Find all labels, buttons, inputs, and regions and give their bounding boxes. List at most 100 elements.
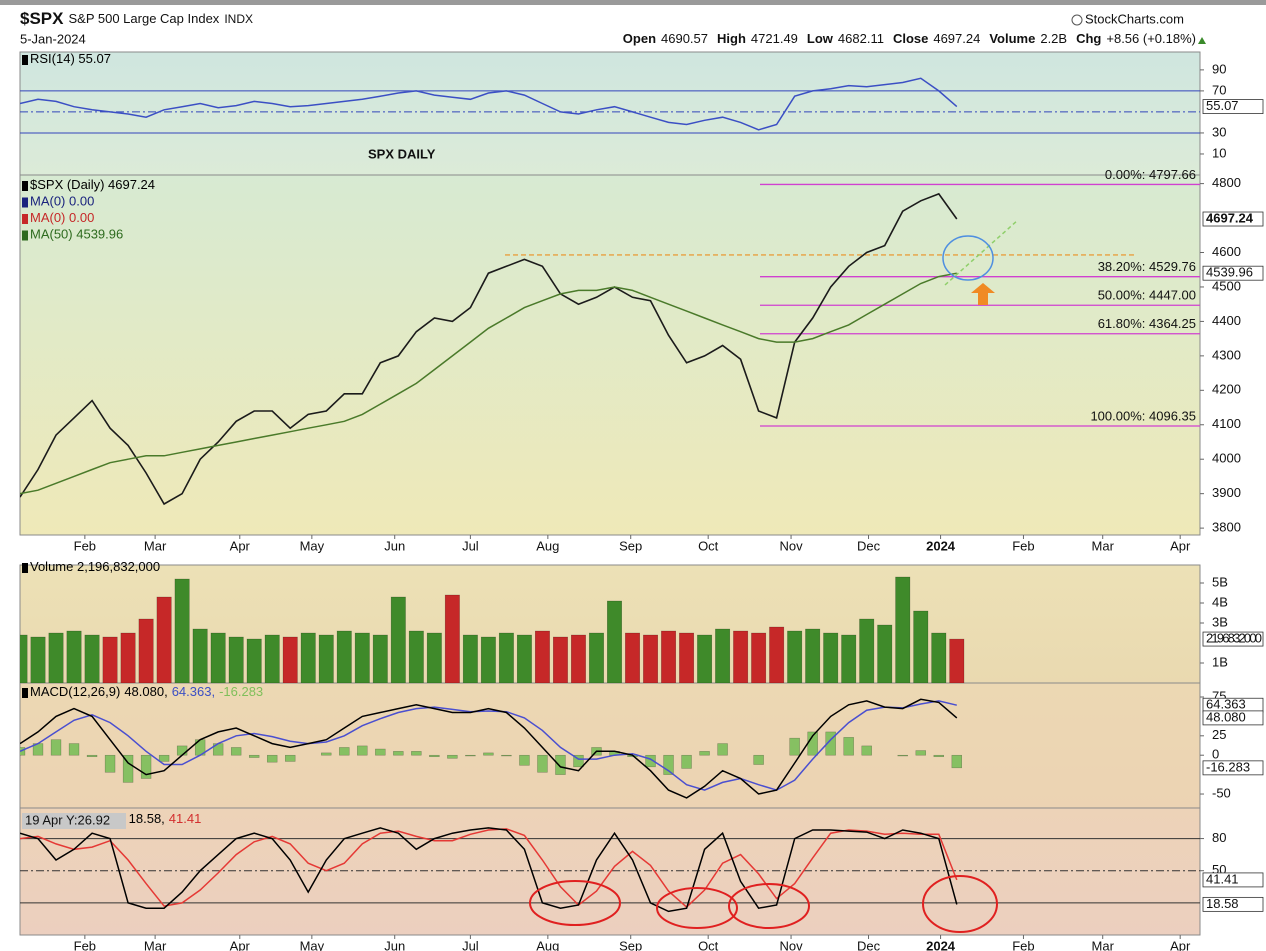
fib-label: 38.20%: 4529.76	[1098, 259, 1196, 274]
x-tick-label: May	[300, 538, 325, 553]
bar	[354, 632, 370, 683]
x-tick-label: Mar	[1092, 938, 1115, 951]
value-box-label: 18.58	[1206, 896, 1239, 911]
x-tick-label: Dec	[857, 938, 881, 951]
bar	[553, 636, 568, 683]
bar	[429, 754, 440, 758]
legend-part: 48.080,	[124, 684, 167, 699]
legend-entry: MACD(12,26,9) 48.080, 64.363, -16.283	[30, 684, 263, 699]
series-line	[20, 828, 958, 909]
bar	[681, 754, 692, 769]
x-tick-label: Nov	[779, 938, 803, 951]
value-box-label: -16.283	[1206, 759, 1250, 774]
bar	[372, 634, 388, 683]
value-box-label: 41.41	[1206, 871, 1239, 886]
logo-icon	[1071, 14, 1083, 26]
legend-part: 18.58,	[129, 811, 165, 826]
plot-layer	[20, 698, 962, 799]
legend-swatch	[22, 688, 28, 698]
x-tick-label: Apr	[1170, 938, 1191, 951]
quote-value: 2.2B	[1040, 31, 1067, 46]
bar	[282, 636, 298, 683]
x-tick-label: Feb	[74, 938, 96, 951]
bar	[426, 632, 442, 683]
value-box	[1202, 631, 1264, 647]
quote-label: Open	[623, 31, 656, 46]
x-tick-label: Aug	[536, 938, 559, 951]
bar	[589, 632, 604, 683]
y-tick-label: 4400	[1212, 313, 1241, 328]
bar	[859, 618, 875, 683]
bar	[230, 747, 242, 756]
legend-swatch	[22, 197, 28, 208]
x-tick-label: May	[300, 938, 325, 951]
date: 5-Jan-2024	[20, 31, 86, 46]
plot-layer	[20, 576, 965, 683]
x-tick-label: Apr	[230, 938, 251, 951]
value-box	[1202, 760, 1264, 776]
bar	[318, 634, 334, 683]
price-panel	[20, 175, 1200, 535]
bar	[480, 636, 496, 683]
y-tick-label: 3800	[1212, 520, 1241, 535]
bar	[825, 731, 836, 756]
legend-entry: $SPX (Daily) 4697.24	[30, 177, 155, 192]
y-tick-label: 80	[1212, 830, 1226, 845]
value-box-label: 48.080	[1206, 709, 1246, 724]
value-box-label: 4539.96	[1206, 265, 1253, 280]
bar	[697, 634, 713, 683]
y-tick-label: 10	[1212, 145, 1226, 160]
bar	[897, 754, 908, 757]
legend-entry: RSI(14) 55.07	[30, 51, 111, 66]
x-tick-label: Mar	[144, 938, 167, 951]
bar	[267, 754, 278, 763]
header-line: $SPX S&P 500 Large Cap Index INDX	[20, 9, 253, 28]
bar	[516, 634, 532, 683]
quote-label: Volume	[989, 31, 1035, 46]
y-tick-label: -50	[1212, 785, 1231, 800]
bar	[248, 754, 260, 758]
y-tick-label: 3B	[1212, 614, 1228, 629]
bar	[156, 596, 172, 683]
value-box	[1202, 265, 1264, 281]
y-tick-label: 1B	[1212, 654, 1228, 669]
legend-swatch	[22, 214, 28, 224]
bar	[534, 630, 550, 683]
top-bar	[0, 0, 1266, 5]
bar	[501, 754, 512, 757]
bar	[462, 634, 478, 683]
bar	[48, 632, 64, 683]
red-circle	[728, 883, 810, 929]
value-box-label: 64.363	[1206, 697, 1246, 712]
legend-swatch	[22, 563, 28, 573]
bar	[787, 630, 803, 683]
legend-part: 64.363,	[172, 684, 215, 699]
y-tick-label: 70	[1212, 82, 1226, 97]
bar	[789, 737, 800, 756]
bar	[447, 754, 458, 759]
y-tick-label: 4000	[1212, 451, 1241, 466]
plot-layer	[20, 183, 1200, 506]
bar	[140, 754, 152, 779]
fib-label: 61.80%: 4364.25	[1098, 316, 1196, 331]
rsi-panel	[20, 52, 1200, 175]
y-tick-label: 4500	[1212, 278, 1241, 293]
y-tick-label: 30	[1212, 124, 1226, 139]
annotation: SPX DAILY	[368, 146, 436, 161]
value-box	[1202, 872, 1264, 888]
legend-part: MA(0) 0.00	[30, 210, 94, 225]
bar	[20, 747, 26, 756]
x-tick-label: 2024	[926, 538, 956, 553]
blue-circle	[942, 235, 994, 281]
red-circle	[656, 887, 738, 929]
red-circle	[922, 875, 998, 933]
bar	[625, 632, 640, 683]
bar	[411, 751, 422, 756]
x-tick-label: Feb	[74, 538, 96, 553]
bar	[408, 630, 424, 683]
bar	[841, 634, 857, 683]
quote-label: Low	[807, 31, 834, 46]
readout-bg	[22, 813, 126, 829]
bar	[877, 624, 893, 683]
